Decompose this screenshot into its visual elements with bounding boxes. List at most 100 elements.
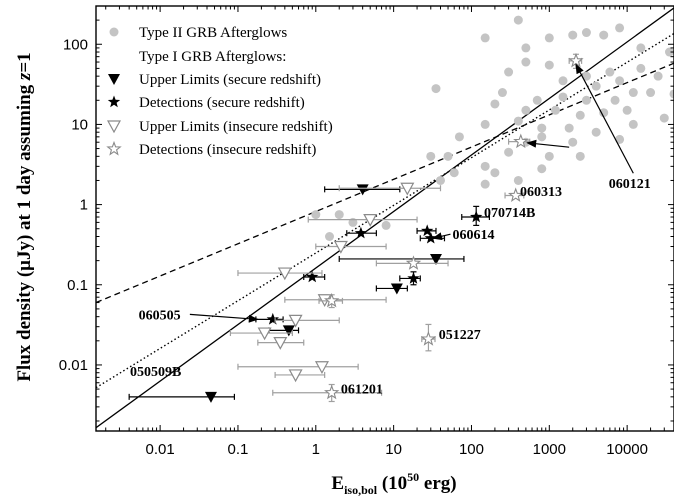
- type2-marker: [454, 132, 464, 142]
- point-circle-32: [575, 110, 585, 120]
- point-circle-20: [646, 88, 656, 98]
- point-triangle-down-open-3: [237, 267, 323, 281]
- type2-marker: [669, 89, 674, 99]
- type2-marker: [591, 81, 601, 91]
- legend: Type II GRB Afterglows Type I GRB Afterg…: [106, 25, 333, 158]
- annotation-label-070714B: 070714B: [484, 206, 535, 221]
- annotation-arrow: [189, 313, 259, 323]
- type2-marker: [575, 151, 585, 161]
- point-circle-37: [513, 116, 523, 126]
- type2-marker: [431, 84, 441, 94]
- legend-det-secure-label: Detections (secure redshift): [139, 95, 305, 111]
- y-tick-label: 0.1: [67, 277, 88, 294]
- legend-upper-secure-label: Upper Limits (secure redshift): [139, 72, 321, 88]
- point-circle-56: [513, 175, 523, 185]
- point-circle-29: [490, 99, 500, 109]
- point-circle-19: [615, 76, 625, 86]
- annotation-label-060313: 060313: [520, 185, 562, 200]
- point-circle-10: [521, 57, 531, 67]
- type2-marker: [490, 99, 500, 109]
- type2-marker: [537, 164, 547, 174]
- detection-insecure-marker: [507, 187, 524, 202]
- type2-marker: [615, 76, 625, 86]
- point-circle-14: [636, 63, 646, 73]
- detection-secure-marker: [421, 224, 434, 237]
- point-circle-52: [480, 161, 490, 171]
- annotation-arrow: [431, 232, 451, 241]
- detection-secure-marker: [424, 231, 437, 244]
- point-circle-41: [628, 119, 638, 129]
- type2-marker: [449, 168, 459, 178]
- legend-det-secure-marker: [107, 95, 121, 108]
- point-circle-54: [449, 168, 459, 178]
- type2-marker: [581, 95, 591, 105]
- point-star-0: [346, 226, 377, 239]
- point-circle-46: [454, 132, 464, 142]
- detection-insecure-marker: [513, 133, 529, 149]
- type2-marker: [544, 33, 554, 43]
- upper-limit-insecure-marker: [363, 213, 378, 227]
- type2-marker: [646, 88, 656, 98]
- type2-marker: [628, 88, 638, 98]
- detection-insecure-marker: [420, 331, 437, 346]
- upper-limit-insecure-marker: [314, 361, 329, 374]
- x-tick-label: 0.01: [146, 441, 175, 458]
- y-tick-label: 10: [71, 116, 88, 133]
- annotation-label-050509B: 050509B: [130, 365, 181, 380]
- type2-marker: [521, 57, 531, 67]
- point-circle-26: [610, 95, 620, 105]
- detection-secure-marker: [470, 210, 483, 223]
- y-axis-title: Flux density (μJy) at 1 day assuming z=1: [14, 52, 35, 381]
- point-triangle-down-2: [375, 283, 408, 295]
- point-circle-5: [581, 28, 591, 38]
- type2-marker: [636, 63, 646, 73]
- type2-marker: [558, 76, 568, 86]
- type2-marker: [636, 43, 646, 53]
- point-circle-48: [544, 151, 554, 161]
- point-triangle-down-4: [128, 391, 236, 403]
- point-circle-12: [581, 71, 591, 81]
- type2-marker: [575, 110, 585, 120]
- type2-marker: [599, 108, 609, 118]
- fit-lines: [96, 7, 674, 429]
- y-tick-label: 100: [63, 36, 88, 53]
- upper-limit-insecure-marker: [277, 267, 292, 281]
- y-tick-label: 1: [80, 197, 88, 214]
- annotation-label-060121: 060121: [609, 177, 651, 192]
- point-star-2: [416, 224, 437, 237]
- point-circle-50: [443, 151, 453, 161]
- type2-marker: [564, 123, 574, 133]
- point-circle-21: [431, 84, 441, 94]
- point-circle-2: [521, 43, 531, 53]
- point-circle-55: [490, 168, 500, 178]
- point-circle-34: [622, 105, 632, 115]
- x-tick-label: 1: [312, 441, 320, 458]
- type2-marker: [513, 15, 523, 25]
- type2-marker: [480, 161, 490, 171]
- type2-marker: [544, 60, 554, 70]
- point-circle-47: [504, 147, 514, 157]
- point-circle-40: [591, 127, 601, 137]
- fit-line-dashed: [96, 62, 674, 304]
- y-axis-ticks: 0.01 0.1 1 10 100: [59, 5, 674, 422]
- point-circle-45: [615, 134, 625, 144]
- point-circle-8: [636, 43, 646, 53]
- type2-marker: [480, 119, 490, 129]
- point-star-5: [399, 271, 421, 286]
- point-circle-11: [544, 60, 554, 70]
- x-tick-label: 0.1: [228, 441, 249, 458]
- type2-marker: [581, 71, 591, 81]
- detection-secure-marker: [354, 226, 368, 239]
- legend-det-insecure-marker: [106, 140, 122, 156]
- point-circle-42: [537, 132, 547, 142]
- type2-marker: [605, 67, 615, 77]
- point-star-open-5: [420, 323, 437, 352]
- legend-type2-marker: [109, 27, 119, 37]
- type2-marker: [653, 71, 663, 81]
- type2-marker: [490, 168, 500, 178]
- type2-marker: [521, 43, 531, 53]
- point-triangle-down-1: [338, 253, 465, 265]
- point-star-open-4: [318, 292, 344, 309]
- detection-secure-marker: [266, 312, 279, 325]
- type2-marker: [532, 95, 542, 105]
